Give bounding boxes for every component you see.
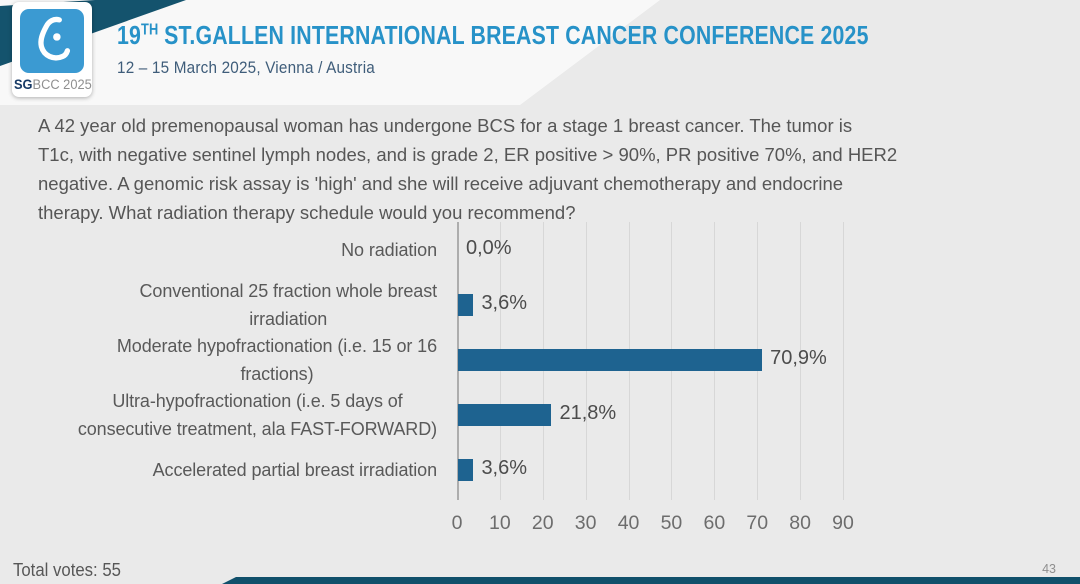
conference-title: 19TH ST.GALLEN INTERNATIONAL BREAST CANCE… — [117, 20, 869, 51]
poll-question: A 42 year old premenopausal woman has un… — [38, 111, 897, 227]
category-label-line: Moderate hypofractionation (i.e. 15 or 1… — [116, 335, 437, 356]
category-label: Conventional 25 fraction whole breast irr… — [139, 277, 438, 333]
category-label: Ultra-hypofractionation (i.e. 5 days of c… — [78, 387, 437, 443]
poll-question-line: A 42 year old premenopausal woman has un… — [38, 115, 853, 136]
result-value-label: 0,0% — [466, 236, 512, 259]
sgbcc-logo-text-bold: SG — [14, 77, 33, 92]
result-bar — [458, 403, 552, 426]
category-label: No radiation — [341, 236, 437, 264]
result-bar — [458, 293, 474, 316]
x-axis-tick-label: 90 — [832, 512, 854, 534]
result-bar — [458, 458, 474, 481]
category-label-line: Conventional 25 fraction whole breast — [139, 280, 438, 301]
x-axis-tick-label: 10 — [489, 512, 511, 534]
result-value-label: 3,6% — [481, 291, 528, 314]
gridline — [800, 222, 802, 500]
conference-subtitle: 12 – 15 March 2025, Vienna / Austria — [117, 58, 375, 77]
header-title-block: 19TH ST.GALLEN INTERNATIONAL BREAST CANCE… — [117, 20, 1034, 78]
category-label-line: Accelerated partial breast irradiation — [152, 459, 437, 480]
total-votes-label: Total votes: 55 — [13, 560, 121, 580]
x-axis-tick-label: 80 — [789, 512, 811, 534]
result-value-label: 3,6% — [481, 456, 528, 479]
footer-accent-bar — [222, 577, 1080, 584]
sgbcc-breast-logo-icon — [20, 9, 84, 73]
category-label: Moderate hypofractionation (i.e. 15 or 1… — [117, 332, 437, 388]
slide-page-number: 43 — [1042, 562, 1056, 576]
conference-title-main: ST.GALLEN INTERNATIONAL BREAST CANCER CO… — [164, 20, 869, 50]
result-value-label: 70,9% — [770, 346, 827, 369]
category-label-line: irradiation — [249, 308, 328, 329]
conference-title-ordinal: TH — [141, 21, 159, 39]
poll-question-line: therapy. What radiation therapy schedule… — [38, 202, 576, 223]
category-label-line: consecutive treatment, ala FAST-FORWARD) — [77, 418, 437, 439]
conference-title-number: 19 — [117, 20, 142, 50]
poll-question-line: negative. A genomic risk assay is 'high'… — [38, 173, 844, 194]
x-axis-tick-label: 70 — [746, 512, 769, 534]
x-axis-tick-label: 20 — [531, 512, 554, 534]
category-label-line: Ultra-hypofractionation (i.e. 5 days of — [112, 390, 403, 411]
result-bar — [458, 348, 763, 371]
category-label-line: fractions) — [240, 363, 314, 384]
poll-question-line: T1c, with negative sentinel lymph nodes,… — [38, 144, 898, 165]
sgbcc-logo-text-rest: BCC 2025 — [32, 77, 92, 92]
x-axis-tick-label: 0 — [451, 512, 463, 534]
x-axis-tick-label: 60 — [703, 512, 726, 534]
sgbcc-logo-text: SGBCC 2025 — [14, 77, 92, 92]
x-axis-tick-label: 50 — [660, 512, 683, 534]
x-axis-tick-label: 40 — [617, 512, 640, 534]
result-value-label: 21,8% — [559, 401, 617, 424]
sgbcc-logo-card: SGBCC 2025 — [12, 2, 92, 97]
x-axis-tick-label: 30 — [574, 512, 597, 534]
category-label-line: No radiation — [341, 239, 437, 260]
category-label: Accelerated partial breast irradiation — [153, 456, 437, 484]
gridline — [843, 222, 844, 500]
